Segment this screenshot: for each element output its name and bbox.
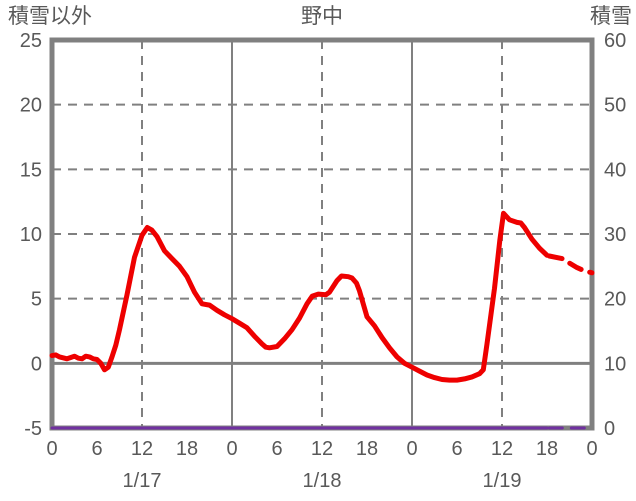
- right-axis-title: 積雪: [590, 5, 632, 28]
- x-axis-hour-label: 0: [46, 438, 57, 460]
- x-axis-hour-label: 6: [451, 438, 462, 460]
- left-axis-tick-label: 15: [20, 159, 42, 181]
- right-axis-tick-label: 30: [604, 224, 626, 246]
- x-axis-hour-label: 12: [311, 438, 333, 460]
- right-axis-tick-label: 20: [604, 289, 626, 311]
- left-axis-tick-label: -5: [24, 418, 42, 440]
- x-axis-date-label: 1/17: [123, 470, 162, 492]
- x-axis-hour-label: 12: [131, 438, 153, 460]
- left-axis-tick-label: 10: [20, 224, 42, 246]
- x-axis-hour-label: 0: [586, 438, 597, 460]
- x-axis-hour-label: 12: [491, 438, 513, 460]
- x-axis-hour-label: 18: [356, 438, 378, 460]
- x-axis-hour-label: 6: [91, 438, 102, 460]
- right-axis-tick-label: 10: [604, 353, 626, 375]
- x-axis-hour-label: 6: [271, 438, 282, 460]
- right-axis-tick-label: 50: [604, 95, 626, 117]
- right-axis-tick-label: 60: [604, 30, 626, 52]
- red-line-dashed: [546, 253, 595, 276]
- x-axis-hour-label: 18: [176, 438, 198, 460]
- right-axis-tick-label: 40: [604, 159, 626, 181]
- x-axis-hour-label: 18: [536, 438, 558, 460]
- x-axis-hour-label: 0: [226, 438, 237, 460]
- left-axis-title: 積雪以外: [8, 5, 92, 28]
- left-axis-tick-label: 0: [31, 353, 42, 375]
- left-axis-tick-label: 5: [31, 289, 42, 311]
- red-line-solid: [49, 210, 550, 383]
- x-axis-hour-label: 0: [406, 438, 417, 460]
- x-axis-date-label: 1/19: [483, 470, 522, 492]
- chart-title: 野中: [301, 5, 343, 28]
- left-axis-tick-label: 25: [20, 30, 42, 52]
- right-axis-tick-label: 0: [604, 418, 615, 440]
- left-axis-tick-label: 20: [20, 95, 42, 117]
- x-axis-date-label: 1/18: [303, 470, 342, 492]
